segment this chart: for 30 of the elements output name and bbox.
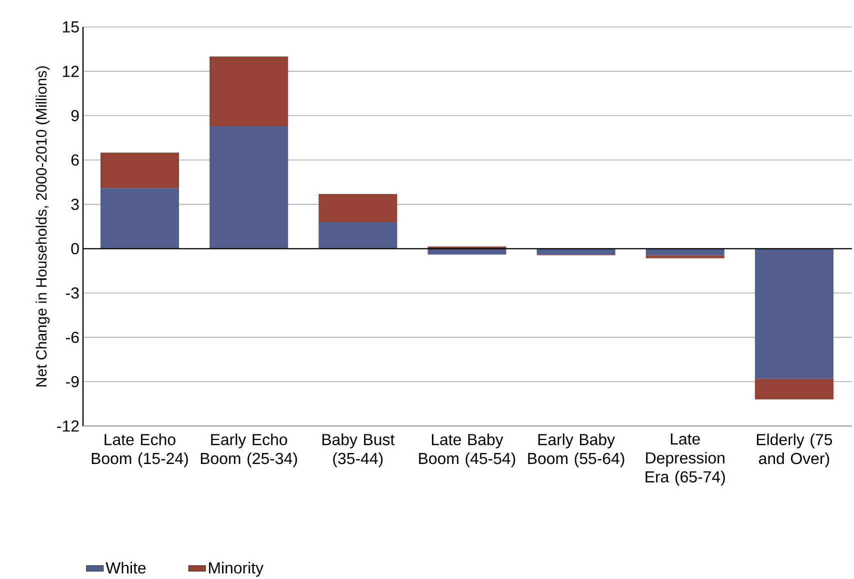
y-tick-label: 6 (71, 154, 79, 166)
bar (754, 248, 834, 379)
x-tick-label: Late Baby Boom (45-54) (419, 434, 516, 468)
bar (210, 126, 288, 249)
bar (646, 248, 724, 256)
x-tick-label: Late Echo Boom (15-24) (92, 434, 188, 468)
y-tick-label: 9 (71, 110, 79, 122)
x-tick-label: Baby Bust (35-44) (322, 434, 395, 468)
bar (754, 378, 834, 400)
x-tick-label: Elderly (75 and Over) (756, 434, 832, 468)
x-tick-label: Early Echo Boom (25-34) (200, 434, 297, 468)
bar (318, 194, 398, 222)
y-tick-label: -6 (66, 332, 79, 344)
bar (100, 152, 179, 188)
y-tick-label: -9 (66, 376, 79, 388)
y-tick-label: 0 (71, 243, 79, 254)
bar (210, 56, 288, 126)
legend-label: Minority (209, 562, 264, 577)
y-tick-label: -3 (66, 287, 79, 299)
bar (646, 255, 724, 258)
bar (318, 222, 398, 249)
x-tick-label: Late Depression Era (65-74) (646, 434, 725, 486)
x-tick-label: Early Baby Boom (55-64) (528, 434, 624, 468)
y-tick-label: 15 (62, 21, 79, 33)
legend-label: White (106, 562, 146, 574)
y-tick-label: 12 (62, 66, 79, 77)
y-tick-label: 3 (71, 198, 79, 210)
bar (100, 188, 179, 249)
y-tick-label: -12 (57, 420, 79, 432)
y-axis-title: Net Change in Households, 2000-2010 (Millions) (36, 66, 50, 386)
